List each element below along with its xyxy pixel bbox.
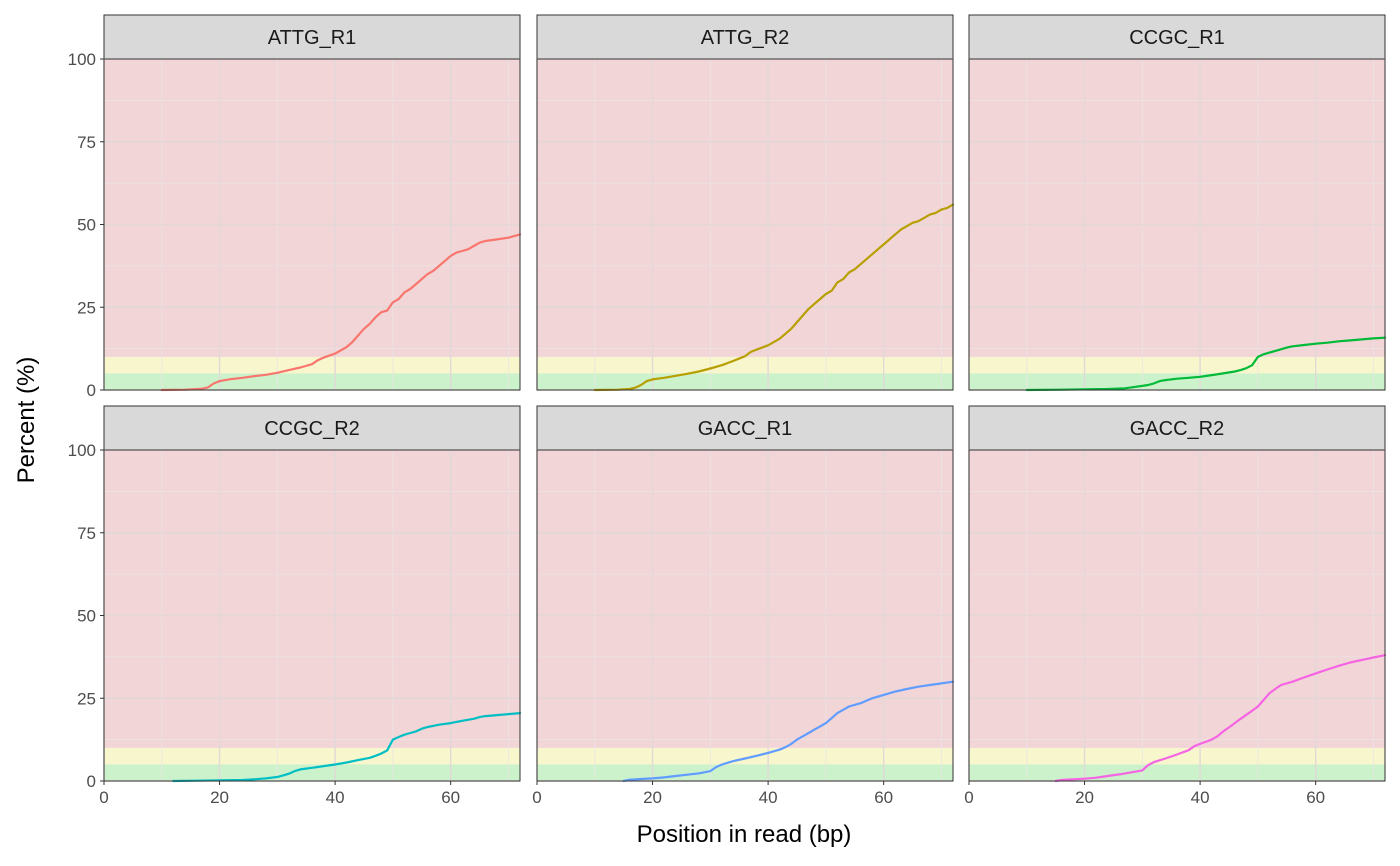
facet-strip — [536, 14, 954, 60]
facet-strip-label: GACC_R2 — [1130, 418, 1224, 440]
panel-border — [536, 58, 954, 391]
x-tick-label: 40 — [1191, 788, 1210, 807]
threshold-band — [969, 356, 1385, 374]
y-tick-label: 75 — [77, 133, 96, 152]
y-tick-label: 50 — [77, 216, 96, 235]
y-tick-label: 50 — [77, 607, 96, 626]
threshold-band — [104, 450, 520, 748]
threshold-band — [537, 450, 953, 748]
y-tick-label: 0 — [87, 381, 96, 400]
y-tick-label: 25 — [77, 689, 96, 708]
threshold-band — [104, 764, 520, 781]
facet-strip-label: CCGC_R2 — [264, 418, 360, 440]
x-tick-label: 60 — [441, 788, 460, 807]
x-tick-label: 20 — [210, 788, 229, 807]
x-axis-title: Position in read (bp) — [637, 821, 852, 848]
y-tick-label: 0 — [87, 772, 96, 791]
facet-panel: CCGC_R2 0 25 50 75 100 0 20 40 60 — [68, 405, 522, 807]
x-tick-label: 0 — [99, 788, 108, 807]
facet-strip-label: CCGC_R1 — [1129, 27, 1225, 49]
facet-panel: GACC_R1 0 20 40 60 — [532, 405, 955, 807]
threshold-band — [969, 764, 1385, 781]
facet-strip-label: GACC_R1 — [698, 418, 792, 440]
threshold-band — [537, 59, 953, 357]
threshold-band — [969, 373, 1385, 390]
y-axis-title: Percent (%) — [13, 357, 40, 484]
facet-strip — [103, 405, 521, 451]
series-line — [160, 233, 522, 392]
facet-strip-label: ATTG_R2 — [701, 27, 790, 49]
x-tick-label: 40 — [326, 788, 345, 807]
threshold-band — [969, 450, 1385, 748]
threshold-band — [537, 356, 953, 374]
facet-panel: GACC_R2 0 20 40 60 — [964, 405, 1387, 807]
x-tick-label: 20 — [1075, 788, 1094, 807]
series-line — [1025, 336, 1387, 392]
facet-panel: ATTG_R2 — [536, 14, 955, 392]
facet-strip-label: ATTG_R1 — [268, 27, 357, 49]
threshold-band — [969, 59, 1385, 357]
facet-strip — [536, 405, 954, 451]
facet-strip — [103, 14, 521, 60]
panel-border — [968, 449, 1386, 782]
facet-strip — [968, 405, 1386, 451]
x-tick-label: 60 — [874, 788, 893, 807]
threshold-band — [969, 747, 1385, 765]
x-tick-label: 0 — [532, 788, 541, 807]
series-line — [593, 203, 955, 392]
panels-layer: ATTG_R1 0 25 50 75 100 ATTG_R2 CCGC_R1 CCGC_R2 0 2… — [68, 14, 1387, 807]
threshold-band — [104, 59, 520, 357]
y-tick-label: 25 — [77, 298, 96, 317]
x-tick-label: 20 — [643, 788, 662, 807]
facet-panel: ATTG_R1 0 25 50 75 100 — [68, 14, 522, 400]
y-tick-label: 75 — [77, 524, 96, 543]
series-line — [622, 680, 955, 783]
panel-border — [968, 58, 1386, 391]
threshold-band — [537, 373, 953, 390]
x-tick-label: 40 — [759, 788, 778, 807]
threshold-band — [537, 764, 953, 781]
y-tick-label: 100 — [68, 50, 96, 69]
y-tick-label: 100 — [68, 441, 96, 460]
x-tick-label: 60 — [1306, 788, 1325, 807]
facet-panel: CCGC_R1 — [968, 14, 1387, 392]
threshold-band — [537, 747, 953, 765]
series-line — [1054, 654, 1387, 783]
series-line — [172, 712, 522, 783]
x-tick-label: 0 — [964, 788, 973, 807]
threshold-band — [104, 747, 520, 765]
panel-border — [536, 449, 954, 782]
threshold-band — [104, 373, 520, 390]
